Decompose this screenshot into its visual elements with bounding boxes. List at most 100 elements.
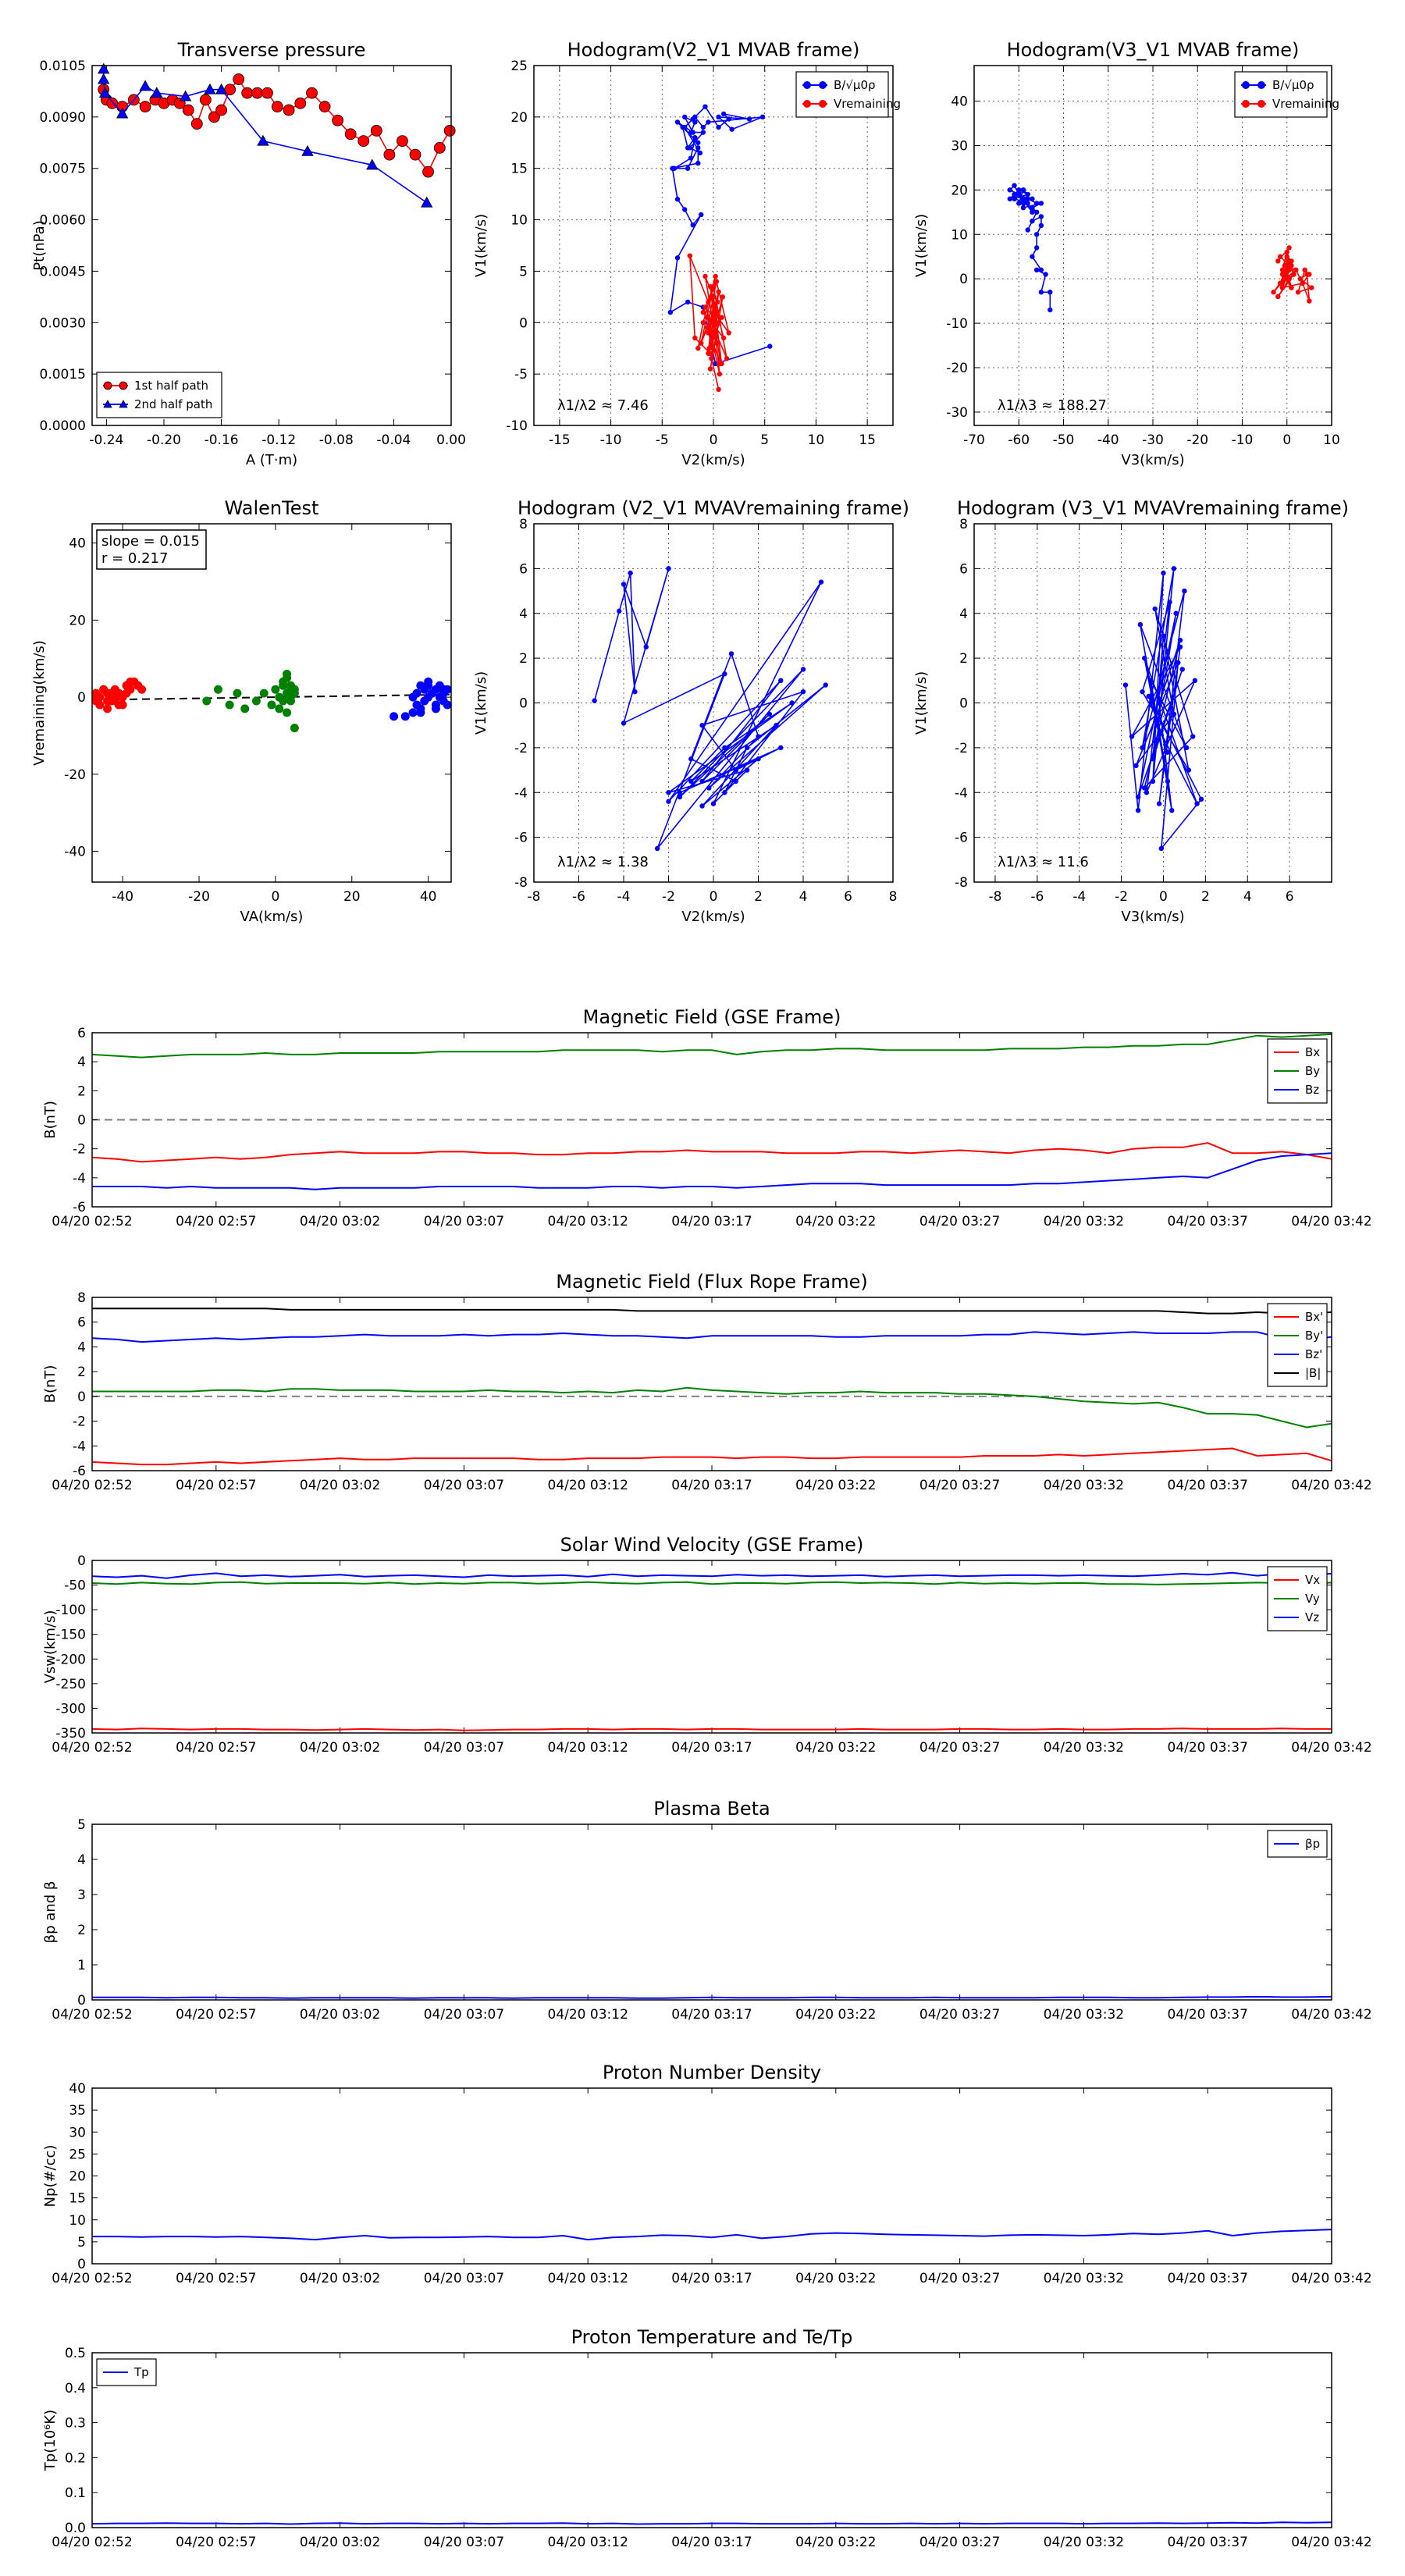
data-point [1165, 778, 1171, 785]
data-point [259, 688, 269, 698]
chart-title: Hodogram(V2_V1 MVAB frame) [567, 39, 860, 61]
data-point [344, 128, 357, 141]
y-tick-label: 20 [510, 110, 528, 126]
data-point [710, 311, 717, 317]
legend [795, 71, 889, 118]
data-point [674, 197, 681, 202]
data-point [1048, 307, 1053, 313]
data-point [421, 196, 433, 208]
y-tick-label: -100 [55, 1603, 86, 1618]
data-point [713, 340, 720, 346]
data-point [756, 734, 761, 739]
x-tick-label: 20 [343, 889, 361, 905]
x-tick-label: 0 [710, 432, 718, 448]
data-point [1030, 209, 1035, 215]
y-tick-label: 0 [519, 696, 528, 712]
x-tick-label: 5 [760, 432, 769, 448]
data-point [688, 778, 694, 785]
x-tick-label: -50 [1053, 432, 1075, 448]
data-point [233, 73, 245, 85]
legend-label: By [1305, 1064, 1320, 1078]
x-tick-label: 04/20 03:27 [919, 1214, 1000, 1229]
x-axis-label: A (T·m) [246, 452, 297, 468]
data-point [443, 700, 452, 710]
annotation-text: r = 0.217 [101, 550, 168, 567]
x-tick-label: 04/20 02:57 [176, 2271, 256, 2286]
x-tick-label: 04/20 03:22 [795, 2271, 876, 2286]
y-tick-label: -200 [55, 1652, 86, 1667]
data-point [1020, 201, 1026, 206]
x-tick-label: 04/20 03:02 [300, 1478, 380, 1493]
y-tick-label: 2 [77, 1923, 86, 1938]
data-point [704, 325, 710, 331]
data-point [190, 118, 203, 130]
data-point [724, 356, 730, 361]
data-point [1033, 245, 1040, 251]
data-point [733, 767, 738, 773]
data-point [139, 80, 151, 91]
data-point [400, 712, 410, 721]
data-point [592, 698, 597, 703]
y-tick-label: -250 [55, 1677, 86, 1692]
y-tick-label: 5 [519, 264, 528, 279]
legend-label: Vx [1305, 1573, 1320, 1587]
data-point [215, 104, 228, 116]
x-tick-label: 04/20 03:12 [548, 2535, 628, 2550]
x-tick-label: -0.08 [319, 432, 354, 448]
y-tick-label: 4 [77, 1852, 86, 1868]
plot-frame [91, 1032, 1332, 1208]
data-point [1309, 285, 1314, 290]
x-tick-label: 04/20 03:17 [671, 1478, 752, 1493]
data-point [713, 273, 718, 279]
y-axis-label: βp and β [42, 1881, 59, 1944]
x-tick-label: 04/20 03:07 [424, 1478, 504, 1493]
x-tick-label: 04/20 03:42 [1291, 1478, 1371, 1493]
data-point [383, 148, 396, 161]
data-point [1025, 201, 1030, 206]
y-tick-label: 8 [77, 1290, 86, 1306]
data-point [690, 222, 695, 228]
data-point [1295, 290, 1301, 295]
x-tick-label: 04/20 03:27 [919, 2007, 1000, 2023]
data-point [1183, 745, 1190, 751]
y-tick-label: 2 [77, 1083, 86, 1099]
annotation-box [96, 529, 207, 570]
data-point [666, 790, 671, 795]
data-point [275, 704, 284, 713]
x-tick-label: 04/20 03:32 [1044, 1214, 1124, 1229]
series-line-bz [91, 1331, 1332, 1343]
x-tick-label: 10 [808, 432, 825, 448]
legend-label: βp [1305, 1837, 1320, 1851]
x-tick-label: 04/20 03:17 [671, 1214, 752, 1229]
chart-title: Proton Temperature and Te/Tp [571, 2326, 853, 2348]
data-point [370, 125, 382, 137]
data-point [1190, 734, 1196, 739]
data-point [759, 114, 766, 120]
data-point [687, 253, 692, 258]
data-point [1297, 276, 1304, 282]
data-point [716, 289, 721, 294]
x-tick-label: 04/20 03:02 [300, 1214, 380, 1229]
data-point [699, 803, 705, 809]
data-point [1020, 187, 1026, 193]
x-tick-label: 04/20 02:57 [176, 2007, 256, 2023]
data-point [1122, 682, 1129, 688]
x-tick-label: -0.24 [89, 432, 123, 448]
x-tick-label: 04/20 03:12 [548, 2271, 628, 2286]
y-axis-label: V1(km/s) [473, 671, 489, 735]
plot-frame [91, 1823, 1332, 2001]
data-point [632, 688, 638, 695]
x-tick-label: 04/20 03:37 [1168, 2271, 1248, 2286]
data-point [208, 111, 220, 123]
data-point [1007, 187, 1013, 193]
data-point [1135, 808, 1141, 813]
data-point [695, 145, 701, 151]
x-tick-label: 04/20 03:42 [1291, 1740, 1371, 1756]
x-tick-label: 04/20 03:42 [1291, 2535, 1371, 2550]
data-point [621, 582, 627, 587]
data-point [1154, 722, 1160, 728]
data-point [716, 386, 721, 393]
data-point [1148, 678, 1154, 684]
data-point [695, 160, 701, 166]
chart-ts_np: Proton Number Density Np(#/cc) 0 5 10 15 20 25 3… [42, 2062, 1372, 2286]
